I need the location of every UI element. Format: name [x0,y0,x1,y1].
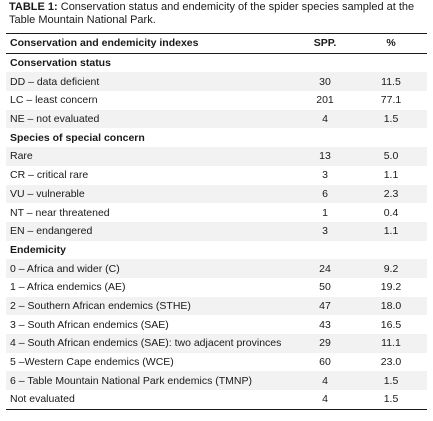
cell-spp: 29 [295,334,355,353]
species-table: Conservation and endemicity indexes SPP.… [6,33,427,410]
cell-pct: 5.0 [355,147,427,166]
cell-spp: 1 [322,206,328,219]
caption-text: Conservation status and endemicity of th… [9,1,415,26]
column-header-pct: % [355,33,427,54]
section-label: Species of special concern [10,131,145,144]
cell-spp: 6 [295,184,355,204]
cell-pct: 23.0 [380,356,402,369]
cell-pct: 1.5 [355,109,427,129]
cell-label: 2 – Southern African endemics (STHE) [6,296,295,316]
cell-pct: 11.5 [355,72,427,92]
cell-spp: 24 [295,259,355,278]
cell-pct: 1.5 [355,371,427,391]
table-row: Rare 13 5.0 [6,147,427,166]
cell-spp: 13 [295,147,355,166]
column-header-index: Conservation and endemicity indexes [6,33,295,54]
table-body: Conservation status DD – data deficient 30… [6,53,427,410]
table-row: 2 – Southern African endemics (STHE) 47 18… [6,296,427,316]
section-label: Conservation status [10,57,111,70]
table-row: NE – not evaluated 4 1.5 [6,109,427,129]
cell-label: VU – vulnerable [6,184,295,204]
cell-spp: 47 [295,296,355,316]
table-row: EN – endangered 3 1.1 [6,221,427,241]
cell-pct: 2.3 [355,184,427,204]
table-row: 1 – Africa endemics (AE) 50 19.2 [6,278,427,297]
cell-spp: 3 [322,169,328,182]
cell-spp: 50 [319,281,331,294]
cell-label: 3 – South African endemics (SAE) [10,318,169,331]
cell-pct: 1.1 [355,221,427,241]
table-row: 5 –Western Cape endemics (WCE) 60 23.0 [6,353,427,372]
cell-label: CR – critical rare [10,169,89,182]
table-row: 4 – South African endemics (SAE): two ad… [6,334,427,353]
cell-spp: 3 [295,221,355,241]
cell-label: NT – near threatened [10,206,110,219]
cell-spp: 201 [316,94,334,107]
cell-label: 5 –Western Cape endemics (WCE) [10,356,174,369]
cell-label: EN – endangered [6,221,295,241]
table-row: 6 – Table Mountain National Park endemic… [6,371,427,391]
cell-pct: 11.1 [355,334,427,353]
table-caption: TABLE 1: Conservation status and endemic… [9,1,427,27]
cell-label: LC – least concern [10,94,98,107]
table-row: 3 – South African endemics (SAE) 43 16.5 [6,315,427,334]
section-row: Endemicity [6,241,427,260]
cell-pct: 16.5 [380,318,402,331]
cell-label: 4 – South African endemics (SAE): two ad… [6,334,295,353]
cell-label: 1 – Africa endemics (AE) [10,281,126,294]
caption-label: TABLE 1: [9,1,58,13]
section-label: Endemicity [10,243,67,256]
cell-spp: 4 [295,390,355,410]
cell-pct: 19.2 [380,281,402,294]
table-row: NT – near threatened 1 0.4 [6,203,427,222]
cell-label: NE – not evaluated [6,109,295,129]
cell-spp: 30 [295,72,355,92]
table-row: Not evaluated 4 1.5 [6,390,427,410]
cell-pct: 18.0 [355,296,427,316]
section-row: Conservation status [6,53,427,72]
cell-pct: 9.2 [355,259,427,278]
table-row: CR – critical rare 3 1.1 [6,166,427,185]
cell-label: Not evaluated [6,390,295,410]
cell-spp: 4 [295,371,355,391]
column-header-spp: SPP. [295,33,355,54]
cell-pct: 1.1 [383,169,399,182]
cell-pct: 0.4 [383,206,399,219]
section-row: Species of special concern [6,128,427,147]
cell-pct: 1.5 [355,390,427,410]
table-row: VU – vulnerable 6 2.3 [6,184,427,204]
cell-spp: 4 [295,109,355,129]
table-row: LC – least concern 201 77.1 [6,91,427,110]
cell-label: Rare [6,147,295,166]
table-row: 0 – Africa and wider (C) 24 9.2 [6,259,427,278]
cell-spp: 60 [319,356,331,369]
table-header-row: Conservation and endemicity indexes SPP.… [6,33,427,54]
cell-label: 6 – Table Mountain National Park endemic… [6,371,295,391]
cell-pct: 77.1 [380,94,402,107]
cell-label: 0 – Africa and wider (C) [6,259,295,278]
cell-spp: 43 [319,318,331,331]
cell-label: DD – data deficient [6,72,295,92]
table-row: DD – data deficient 30 11.5 [6,72,427,92]
